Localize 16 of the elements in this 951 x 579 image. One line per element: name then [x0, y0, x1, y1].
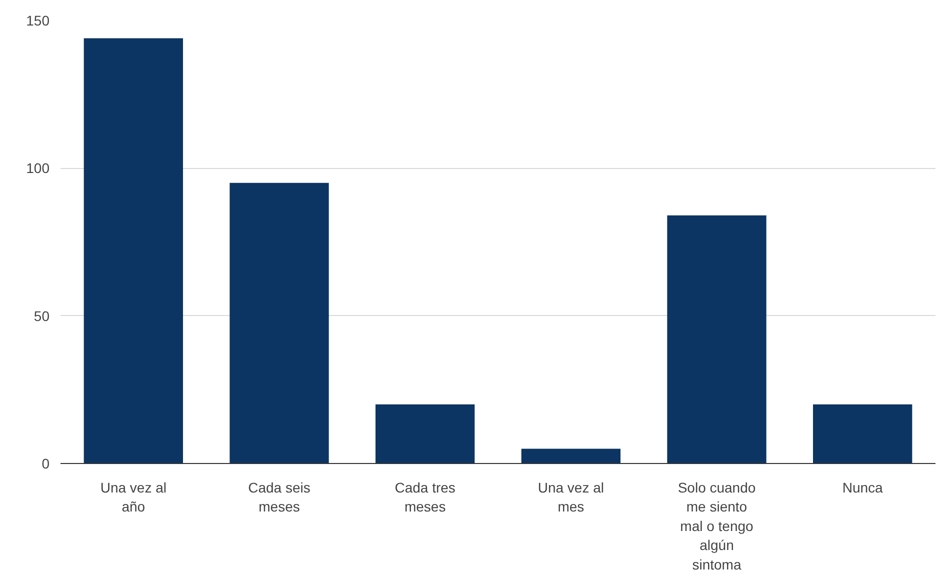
bar	[667, 215, 766, 464]
y-tick-label: 50	[34, 308, 50, 324]
bar	[84, 38, 183, 464]
x-tick-label: Cada tres meses	[394, 480, 456, 515]
bar	[230, 182, 329, 464]
x-tick-label: Nunca	[842, 480, 884, 496]
bar	[376, 404, 475, 464]
x-tick-label: Una vez al mes	[538, 480, 604, 515]
x-tick-label: Cada seis meses	[248, 480, 310, 515]
bar	[813, 404, 912, 464]
y-tick-label: 0	[42, 456, 50, 472]
x-tick-label: Una vez al año	[100, 480, 166, 515]
x-tick-label: Solo cuando me siento mal o tengo algún sintoma	[678, 480, 756, 572]
bar	[521, 448, 620, 464]
y-tick-label: 100	[26, 160, 50, 176]
y-tick-label: 150	[26, 12, 50, 28]
